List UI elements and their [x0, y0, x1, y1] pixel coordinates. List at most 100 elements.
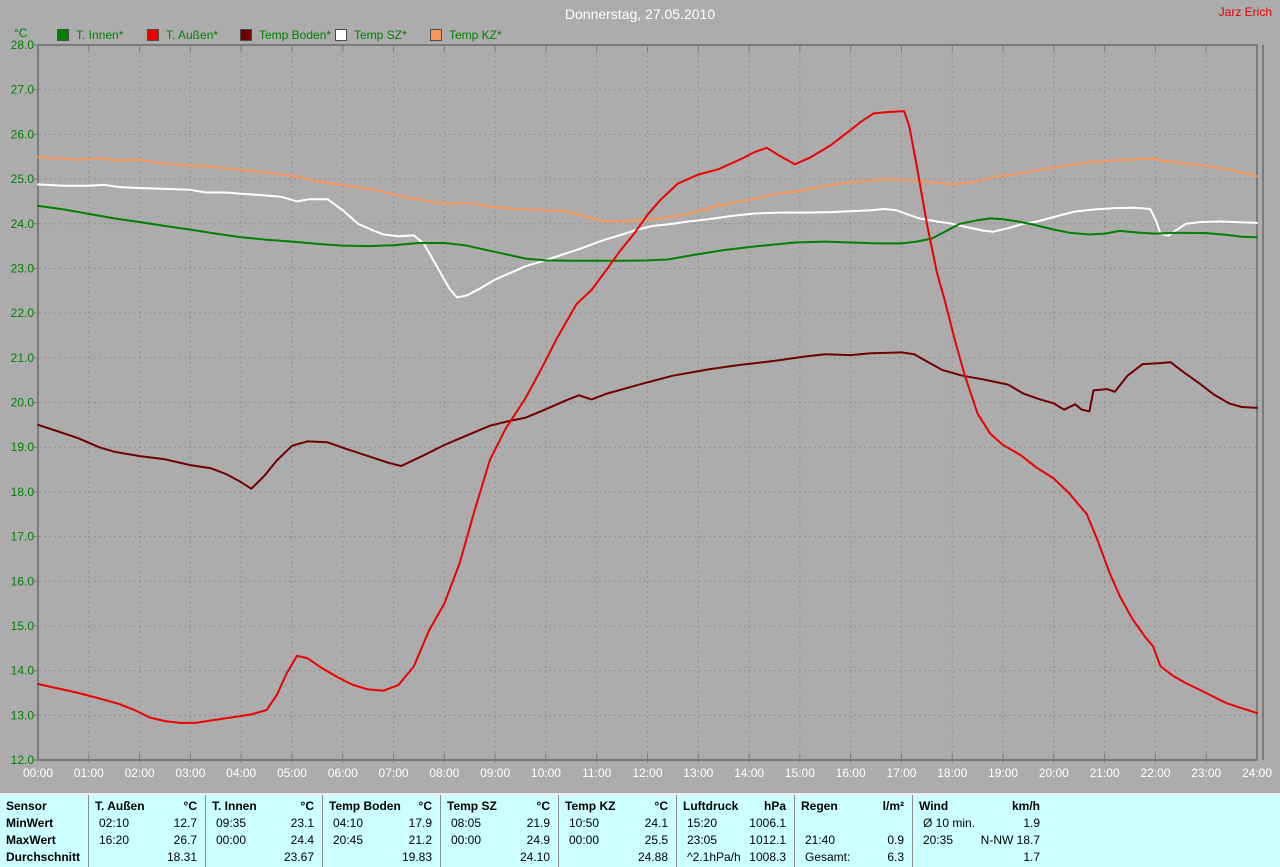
y-axis-tick-label: 25.0	[11, 172, 35, 186]
x-axis-tick-label: 12:00	[632, 766, 662, 780]
avg-label: Gesamt:	[805, 850, 851, 864]
table-row: 15:20 1006.1	[677, 815, 794, 832]
max-value: 24.4	[290, 833, 314, 847]
legend-label: Temp SZ*	[354, 28, 407, 42]
table-row: 18.31	[89, 849, 205, 866]
x-axis-tick-label: 04:00	[226, 766, 256, 780]
min-value: 17.9	[408, 816, 432, 830]
stats-column-temp-sz: Temp SZ °C 08:05 21.9 00:00 24.9 24.10	[440, 795, 558, 867]
legend-swatch	[335, 29, 347, 41]
table-row: ^2.1hPa/h 1008.3	[677, 849, 794, 866]
y-axis-tick-label: 20.0	[11, 396, 35, 410]
table-row: 24.10	[441, 849, 558, 866]
sensor-unit: °C	[183, 799, 197, 813]
series-line-temp-sz-	[37, 183, 1258, 299]
x-axis-tick-label: 21:00	[1090, 766, 1120, 780]
stats-column-temp-boden: Temp Boden °C 04:10 17.9 20:45 21.2 19.83	[322, 795, 440, 867]
sensor-name: Temp SZ	[447, 799, 497, 813]
y-axis-tick-label: 19.0	[11, 440, 35, 454]
table-row: 24.88	[559, 849, 676, 866]
min-value: 1006.1	[749, 816, 786, 830]
table-row: Temp KZ °C	[559, 798, 676, 815]
legend-label: T. Innen*	[76, 28, 124, 42]
avg-label: ^2.1hPa/h	[687, 850, 741, 864]
min-time: 04:10	[333, 816, 364, 830]
y-axis-tick-label: 14.0	[11, 664, 35, 678]
y-axis-tick-label: 18.0	[11, 485, 35, 499]
sensor-unit: °C	[300, 799, 314, 813]
sensor-stats-table: Sensor MinWert MaxWert Durchschnitt T. Außen…	[0, 793, 1280, 867]
max-time: 00:00	[216, 833, 247, 847]
avg-value: 1.7	[1023, 850, 1040, 864]
max-time: 00:00	[569, 833, 600, 847]
y-axis-tick-label: 22.0	[11, 306, 35, 320]
x-axis-tick-label: 10:00	[531, 766, 561, 780]
stats-column-wind: Wind km/h Ø 10 min. 1.9 20:35 N-NW 18.7 1.7	[912, 795, 1048, 867]
table-row	[795, 815, 912, 832]
chart-legend: T. Innen* T. Außen* Temp Boden* Temp SZ* Tem…	[0, 28, 1280, 44]
stats-row-label: MinWert	[6, 816, 54, 830]
watermark-text: Jarz Erich	[1218, 5, 1272, 19]
min-time: Ø 10 min.	[923, 816, 976, 830]
series-line-t-innen-	[37, 204, 1258, 262]
table-row: 23:05 1012.1	[677, 832, 794, 849]
x-axis-tick-label: 07:00	[379, 766, 409, 780]
min-value: 1.9	[1023, 816, 1040, 830]
stats-column-t-innen: T. Innen °C 09:35 23.1 00:00 24.4 23.67	[205, 795, 322, 867]
x-axis-tick-label: 14:00	[734, 766, 764, 780]
x-axis-tick-label: 22:00	[1140, 766, 1170, 780]
min-value: 12.7	[173, 816, 197, 830]
avg-value: 24.10	[519, 850, 550, 864]
x-axis-tick-label: 17:00	[886, 766, 916, 780]
max-time: 16:20	[99, 833, 130, 847]
series-line-t-au-en-	[37, 110, 1258, 724]
x-axis-tick-label: 09:00	[480, 766, 510, 780]
table-row: Temp SZ °C	[441, 798, 558, 815]
x-axis-tick-label: 06:00	[328, 766, 358, 780]
x-axis-tick-label: 16:00	[836, 766, 866, 780]
max-time: 23:05	[687, 833, 718, 847]
max-value: 26.7	[173, 833, 197, 847]
table-row: 23.67	[206, 849, 322, 866]
x-axis-tick-label: 01:00	[74, 766, 104, 780]
max-time: 20:45	[333, 833, 364, 847]
legend-item: Temp SZ*	[335, 28, 407, 42]
x-axis-tick-label: 02:00	[125, 766, 155, 780]
stats-column-t-au-en: T. Außen °C 02:10 12.7 16:20 26.7 18.31	[88, 795, 205, 867]
legend-item: Temp Boden*	[240, 28, 331, 42]
y-axis-tick-label: 23.0	[11, 261, 35, 275]
legend-item: T. Innen*	[57, 28, 123, 42]
y-axis-tick-label: 13.0	[11, 708, 35, 722]
y-axis-unit-label: °C	[14, 26, 28, 40]
stats-column-temp-kz: Temp KZ °C 10:50 24.1 00:00 25.5 24.88	[558, 795, 676, 867]
table-row: 19.83	[323, 849, 440, 866]
min-value	[904, 815, 912, 832]
avg-value: 1008.3	[749, 850, 786, 864]
table-row: 1.7	[913, 849, 1048, 866]
min-time	[795, 815, 805, 832]
min-value: 21.9	[526, 816, 550, 830]
sensor-name: Temp KZ	[565, 799, 616, 813]
avg-label	[441, 849, 451, 866]
min-value: 24.1	[644, 816, 668, 830]
max-value: 25.5	[644, 833, 668, 847]
table-row: Ø 10 min. 1.9	[913, 815, 1048, 832]
sensor-name: Regen	[801, 799, 838, 813]
avg-value: 19.83	[401, 850, 432, 864]
avg-value: 6.3	[887, 850, 904, 864]
min-time: 09:35	[216, 816, 247, 830]
min-time: 02:10	[99, 816, 130, 830]
legend-label: Temp KZ*	[449, 28, 502, 42]
table-row: 09:35 23.1	[206, 815, 322, 832]
avg-label	[206, 849, 216, 866]
sensor-name: Temp Boden	[329, 799, 401, 813]
min-time: 10:50	[569, 816, 600, 830]
sensor-unit: °C	[654, 799, 668, 813]
sensor-unit: hPa	[763, 799, 786, 813]
table-row: 16:20 26.7	[89, 832, 205, 849]
table-row: Regen l/m²	[795, 798, 912, 815]
stats-row-label: Sensor	[6, 799, 47, 813]
y-axis-tick-label: 16.0	[11, 574, 35, 588]
table-row: 21:40 0.9	[795, 832, 912, 849]
